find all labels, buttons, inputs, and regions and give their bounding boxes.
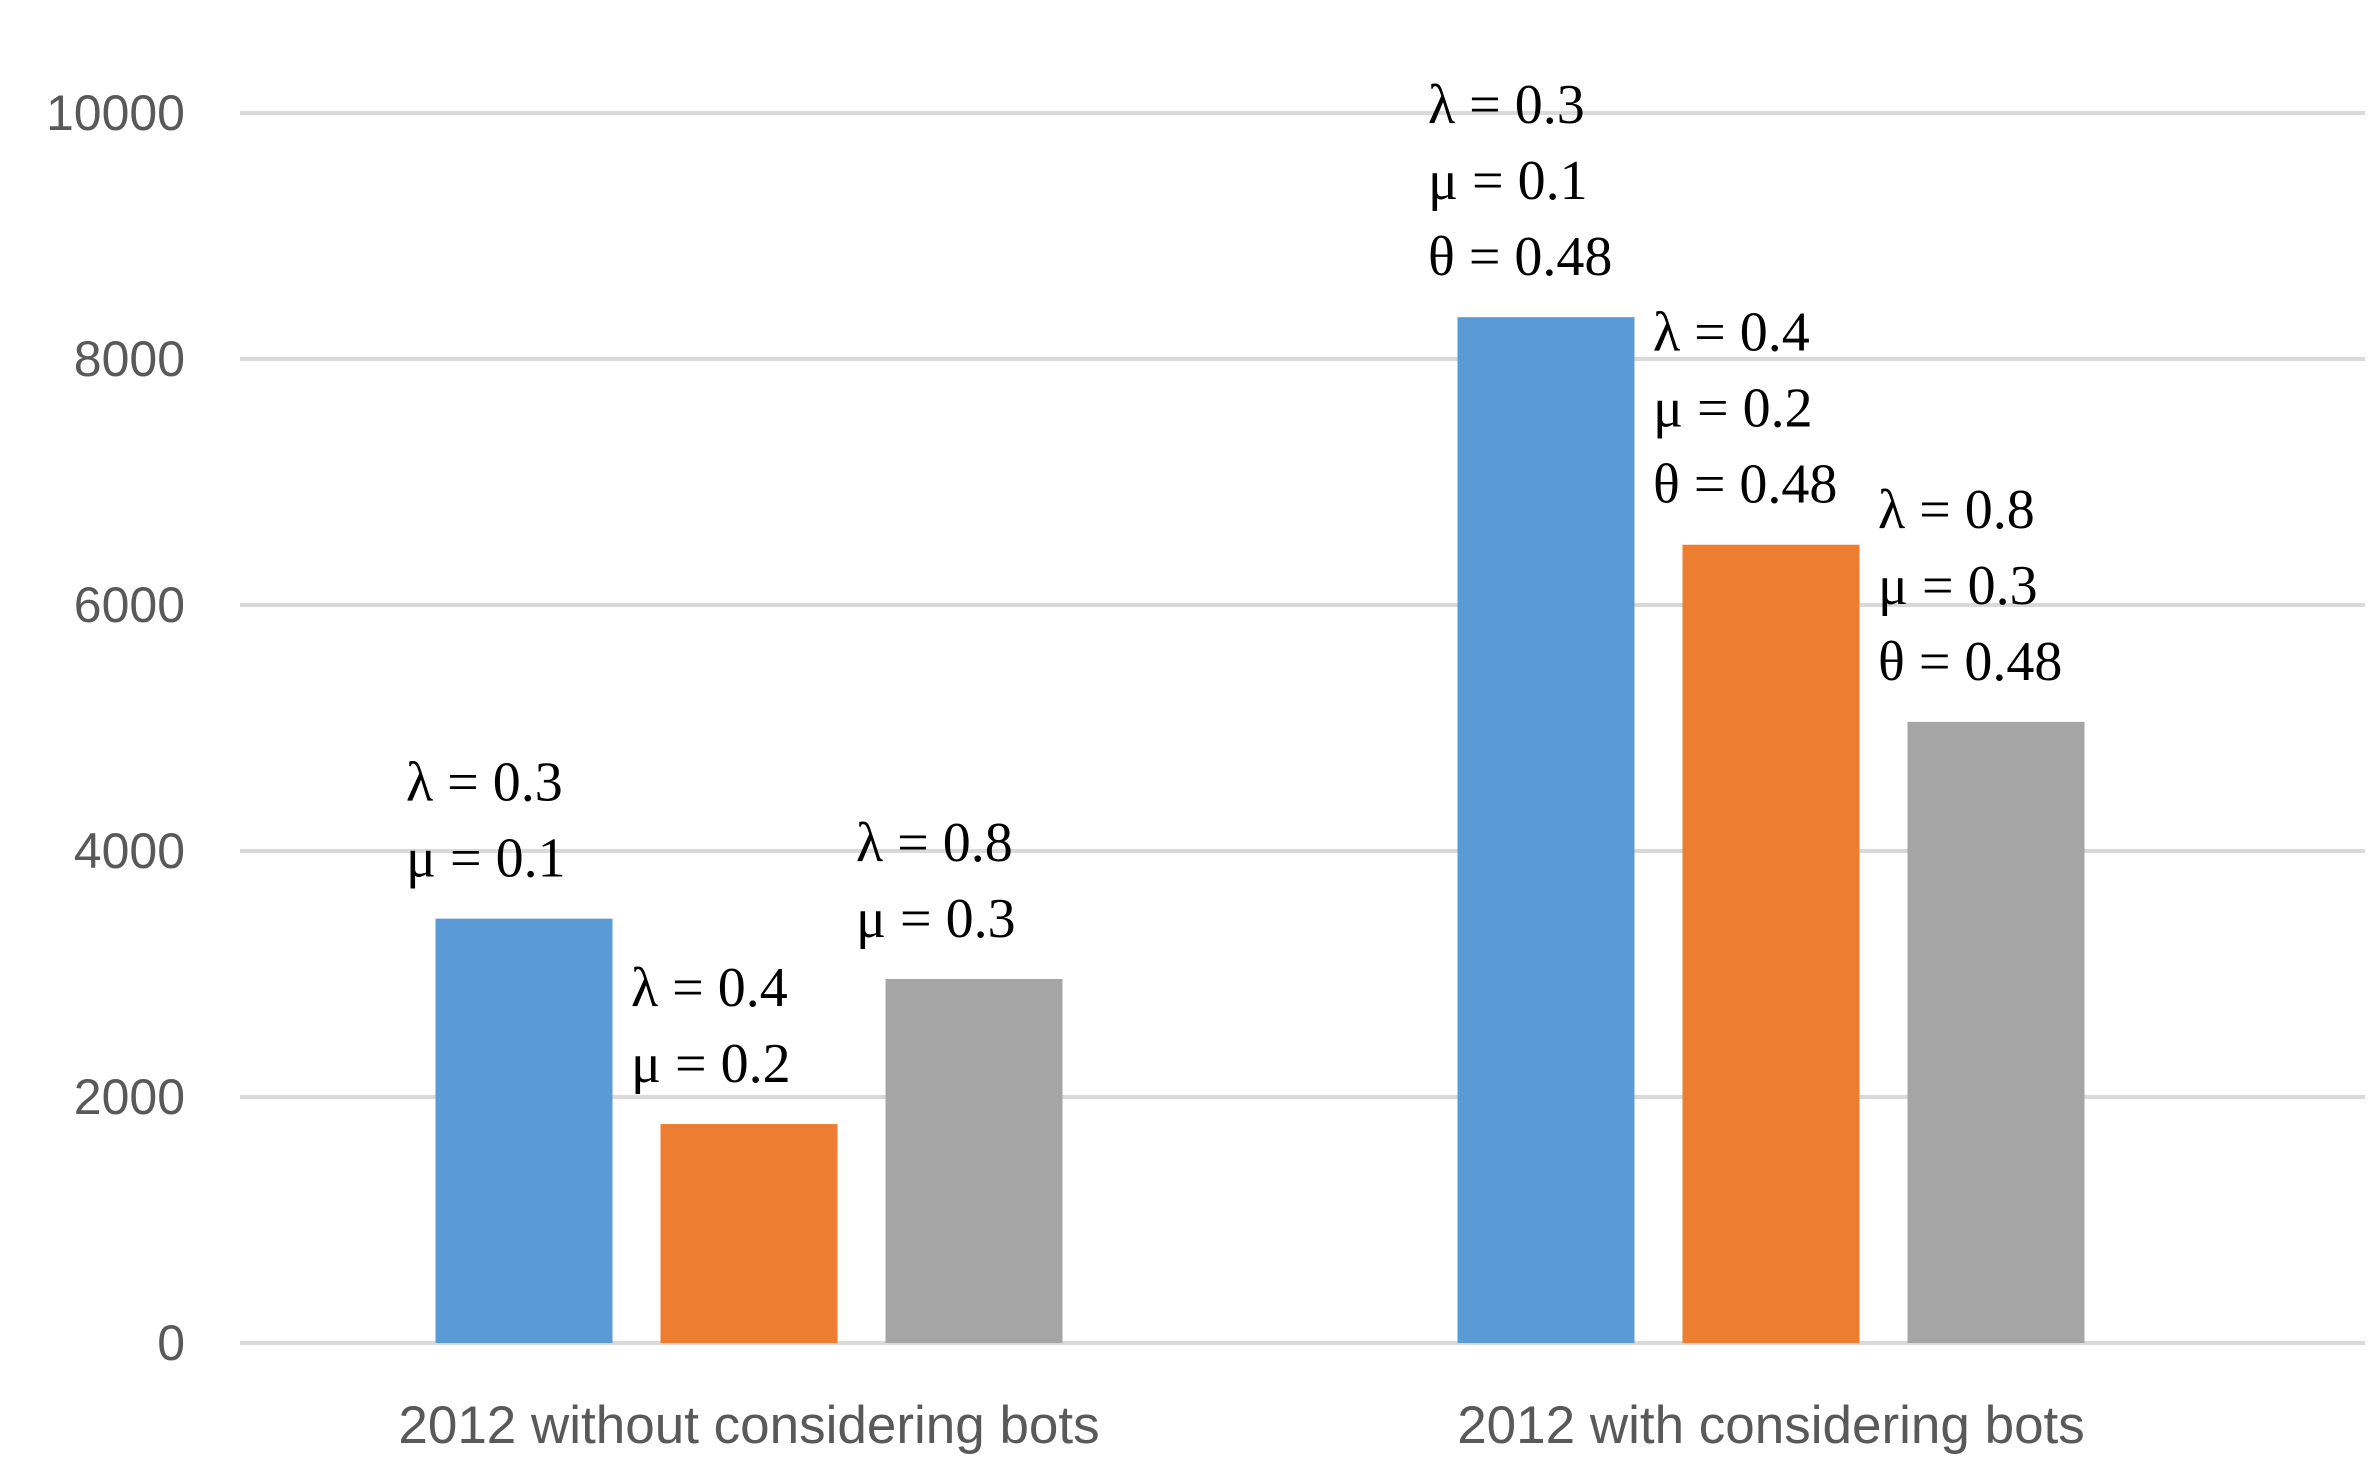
bar [1907,721,2085,1343]
bar-annotation-line: λ = 0.4 [1653,302,1810,364]
y-tick-label: 2000 [74,1069,185,1125]
y-tick-label: 10000 [46,85,185,141]
y-axis-tick-labels: 0 2000 4000 6000 8000 10000 [46,85,185,1371]
bar-annotation-line: θ = 0.48 [1428,226,1612,288]
bar-annotation-line: μ = 0.3 [856,888,1016,950]
bar [1682,544,1860,1343]
bar-annotation-line: λ = 0.8 [856,812,1013,874]
bar-annotation-line: λ = 0.3 [1428,74,1585,136]
x-category-label: 2012 without considering bots [398,1396,1099,1455]
bar [1457,317,1635,1344]
bar-annotation-line: λ = 0.4 [631,957,788,1019]
x-category-label: 2012 with considering bots [1457,1396,2085,1455]
bar [885,978,1063,1343]
bar-annotations: λ = 0.3 μ = 0.1 λ = 0.4 μ = 0.2 λ = 0.8 μ = 0… [406,74,2062,1095]
y-tick-label: 8000 [74,331,185,387]
bar-annotation-line: μ = 0.1 [1428,150,1588,212]
bar-annotation-line: μ = 0.2 [1653,378,1813,440]
bar-annotation-line: λ = 0.8 [1878,479,2035,541]
bar-annotation-line: θ = 0.48 [1878,631,2062,693]
bar-annotation-line: θ = 0.48 [1653,454,1837,516]
bar [435,918,613,1343]
bar-annotation-line: μ = 0.1 [406,828,566,890]
bar-annotation-line: λ = 0.3 [406,752,563,814]
y-tick-label: 0 [157,1315,185,1371]
y-tick-label: 4000 [74,823,185,879]
x-axis-category-labels: 2012 without considering bots 2012 with c… [398,1396,2084,1455]
bar-annotation-line: μ = 0.2 [631,1033,791,1095]
bar-annotation-line: μ = 0.3 [1878,555,2038,617]
bar [660,1124,838,1343]
y-tick-label: 6000 [74,577,185,633]
bars [435,317,2085,1344]
